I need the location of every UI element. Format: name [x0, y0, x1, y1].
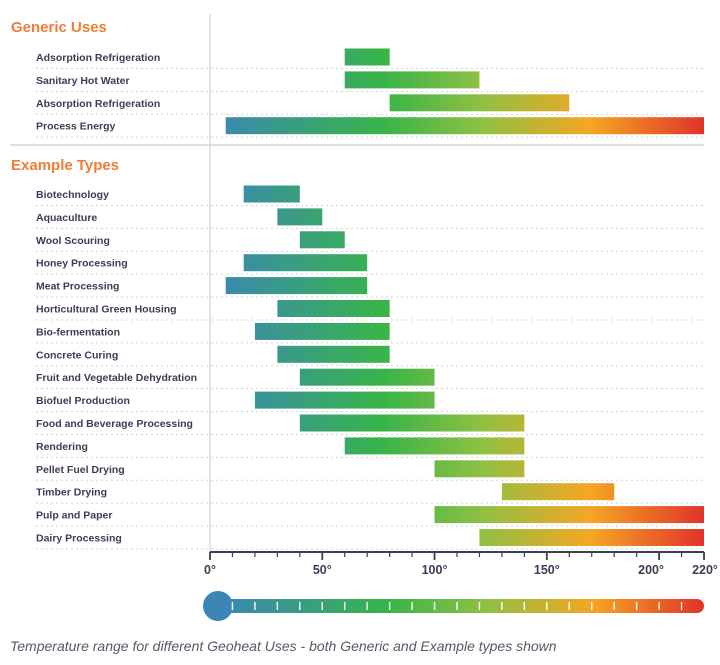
row-label-biotechnology: Biotechnology	[36, 189, 109, 201]
bar-meat-processing	[225, 277, 368, 295]
bar-rendering	[344, 437, 525, 455]
row-label-concrete-curing: Concrete Curing	[36, 349, 118, 361]
row-label-sanitary-hot-water: Sanitary Hot Water	[36, 75, 130, 87]
bar-concrete-curing	[277, 345, 390, 363]
x-tick-label-200: 200°	[638, 563, 664, 577]
bar-pulp-and-paper	[434, 506, 704, 524]
bar-fruit-and-vegetable-dehydration	[299, 368, 435, 386]
bar-honey-processing	[243, 254, 368, 272]
bar-food-and-beverage-processing	[299, 414, 525, 432]
row-label-pellet-fuel-drying: Pellet Fuel Drying	[36, 464, 125, 476]
row-label-honey-processing: Honey Processing	[36, 258, 128, 270]
x-tick-label-150: 150°	[534, 563, 560, 577]
row-label-process-energy: Process Energy	[36, 121, 116, 133]
bar-horticultural-green-housing	[277, 300, 390, 317]
row-label-dairy-processing: Dairy Processing	[36, 533, 122, 545]
x-tick-label-220: 220°	[692, 563, 718, 577]
bar-wool-scouring	[299, 231, 345, 249]
section-title-generic-uses: Generic Uses	[11, 19, 107, 36]
row-label-bio-fermentation: Bio-fermentation	[36, 326, 120, 338]
thermometer-bulb	[203, 591, 233, 621]
row-label-absorption-refrigeration: Absorption Refrigeration	[36, 98, 160, 110]
bar-sanitary-hot-water	[344, 71, 480, 89]
x-tick-label-50: 50°	[313, 563, 332, 577]
bar-dairy-processing	[479, 529, 704, 546]
bar-process-energy	[225, 117, 704, 135]
section-title-example-types: Example Types	[11, 157, 119, 174]
row-label-horticultural-green-housing: Horticultural Green Housing	[36, 304, 177, 316]
bar-timber-drying	[501, 483, 615, 501]
bar-biofuel-production	[254, 391, 435, 409]
row-label-timber-drying: Timber Drying	[36, 487, 107, 499]
bar-biotechnology	[243, 185, 300, 203]
row-label-pulp-and-paper: Pulp and Paper	[36, 510, 112, 522]
x-tick-label-0: 0°	[204, 563, 216, 577]
thermometer-bar	[218, 599, 704, 613]
row-label-rendering: Rendering	[36, 441, 88, 453]
row-label-aquaculture: Aquaculture	[36, 212, 97, 224]
row-label-food-and-beverage-processing: Food and Beverage Processing	[36, 418, 193, 430]
bar-aquaculture	[277, 208, 323, 226]
x-tick-label-100: 100°	[422, 563, 448, 577]
row-label-fruit-and-vegetable-dehydration: Fruit and Vegetable Dehydration	[36, 372, 197, 384]
temperature-range-chart: Generic Uses Adsorption Refrigeration Sani…	[10, 14, 718, 621]
bar-pellet-fuel-drying	[434, 460, 525, 478]
row-label-meat-processing: Meat Processing	[36, 281, 119, 293]
bar-adsorption-refrigeration	[344, 48, 390, 66]
row-label-biofuel-production: Biofuel Production	[36, 395, 130, 407]
row-label-wool-scouring: Wool Scouring	[36, 235, 110, 247]
bar-absorption-refrigeration	[389, 94, 570, 112]
row-label-adsorption-refrigeration: Adsorption Refrigeration	[36, 52, 160, 64]
chart-caption: Temperature range for different Geoheat …	[10, 638, 557, 654]
bar-bio-fermentation	[254, 322, 390, 340]
